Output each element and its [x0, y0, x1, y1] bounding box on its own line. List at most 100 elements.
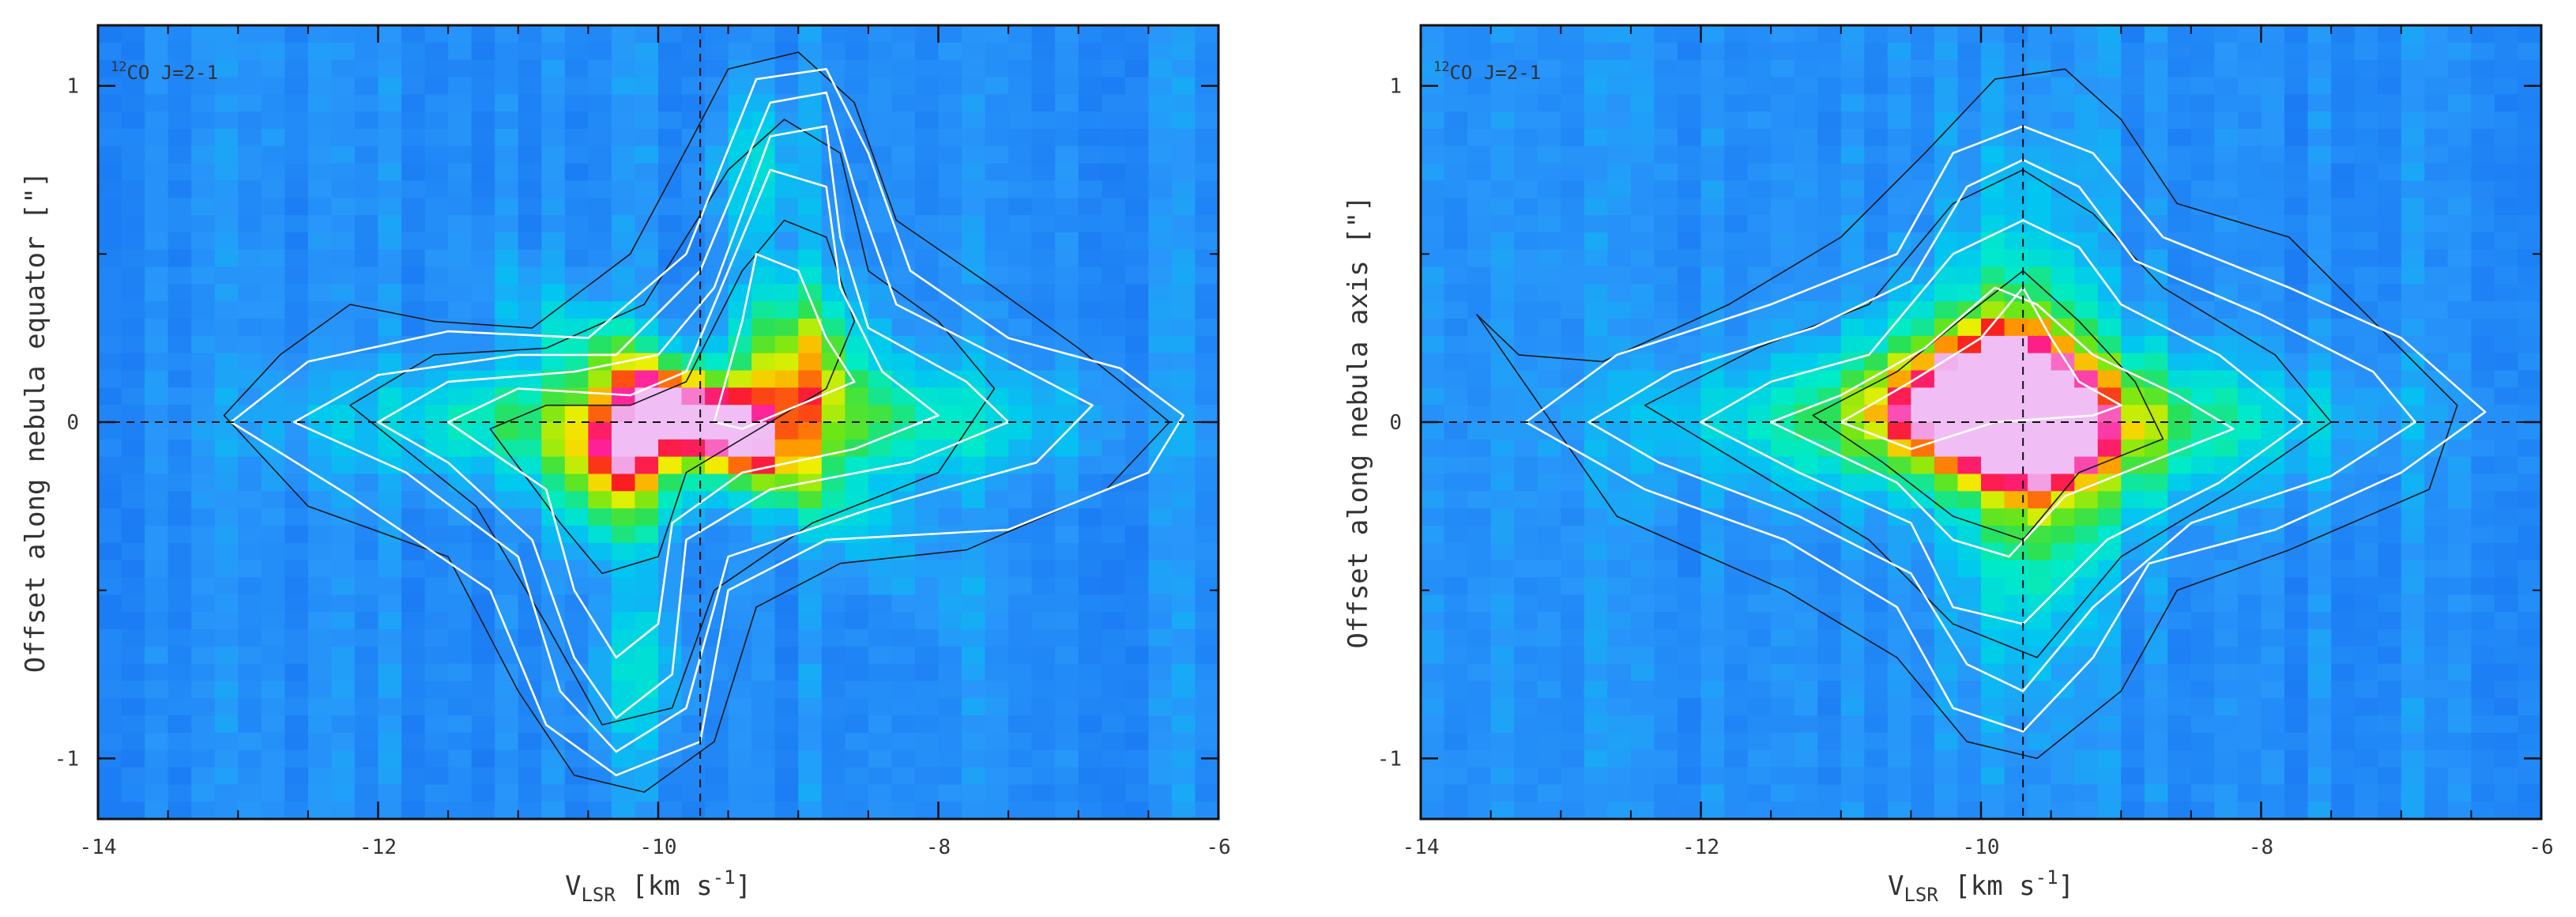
heatmap-cell: [2214, 802, 2239, 819]
heatmap-cell: [424, 249, 449, 268]
heatmap-cell: [168, 525, 192, 544]
heatmap-cell: [238, 681, 262, 699]
heatmap-cell: [635, 439, 659, 458]
heatmap-cell: [2097, 612, 2122, 630]
heatmap-cell: [1584, 577, 1608, 595]
heatmap-cell: [495, 249, 519, 268]
heatmap-cell: [635, 266, 659, 285]
heatmap-cell: [1934, 215, 1959, 233]
heatmap-cell: [588, 266, 612, 285]
heatmap-cell: [2284, 353, 2309, 372]
heatmap-cell: [728, 301, 752, 319]
heatmap-cell: [1700, 266, 1725, 285]
heatmap-cell: [798, 542, 823, 561]
heatmap-cell: [705, 198, 729, 216]
heatmap-cell: [588, 646, 612, 665]
heatmap-cell: [681, 198, 706, 216]
heatmap-cell: [307, 491, 333, 509]
heatmap-cell: [1078, 749, 1102, 768]
heatmap-cell: [821, 594, 845, 613]
heatmap-cell: [471, 301, 495, 319]
heatmap-cell: [798, 732, 823, 751]
x-tick-label: -10: [1963, 836, 2000, 859]
heatmap-cell: [401, 474, 426, 492]
heatmap-cell: [2028, 767, 2052, 785]
heatmap-cell: [168, 77, 192, 95]
heatmap-cell: [611, 301, 636, 319]
heatmap-cell: [1078, 111, 1102, 130]
heatmap-cell: [2518, 715, 2541, 734]
heatmap-cell: [705, 266, 729, 285]
heatmap-cell: [2237, 732, 2262, 751]
heatmap-cell: [284, 628, 309, 647]
heatmap-cell: [774, 767, 799, 785]
heatmap-cell: [938, 698, 962, 716]
heatmap-cell: [635, 180, 659, 198]
heatmap-cell: [401, 698, 426, 716]
heatmap-cell: [564, 335, 589, 354]
heatmap-cell: [845, 145, 869, 164]
heatmap-cell: [2447, 767, 2472, 785]
heatmap-cell: [2471, 542, 2495, 561]
heatmap-cell: [635, 749, 659, 768]
heatmap-cell: [1981, 767, 2005, 785]
heatmap-cell: [588, 128, 612, 147]
heatmap-cell: [2144, 59, 2168, 78]
heatmap-cell: [1102, 180, 1126, 198]
heatmap-cell: [191, 628, 216, 647]
heatmap-cell: [1957, 25, 1982, 43]
heatmap-cell: [1490, 784, 1515, 802]
heatmap-cell: [2331, 646, 2356, 665]
heatmap-cell: [774, 284, 799, 302]
heatmap-cell: [2494, 560, 2519, 579]
heatmap-cell: [1537, 319, 1561, 337]
heatmap-cell: [1444, 698, 1468, 716]
heatmap-cell: [1677, 508, 1702, 526]
heatmap-cell: [1171, 594, 1196, 613]
heatmap-cell: [1008, 456, 1033, 475]
heatmap-cell: [2237, 198, 2262, 216]
heatmap-cell: [1171, 560, 1196, 579]
heatmap-cell: [1981, 77, 2005, 95]
heatmap-cell: [424, 405, 449, 423]
heatmap-cell: [1700, 681, 1725, 699]
heatmap-cell: [1981, 180, 2005, 198]
heatmap-cell: [471, 25, 495, 43]
heatmap-cell: [868, 594, 893, 613]
heatmap-cell: [448, 525, 473, 544]
heatmap-cell: [1421, 715, 1445, 734]
heatmap-cell: [1630, 749, 1655, 768]
heatmap-cell: [261, 612, 285, 630]
heatmap-cell: [1055, 249, 1079, 268]
heatmap-cell: [2121, 59, 2145, 78]
heatmap-cell: [1794, 767, 1818, 785]
heatmap-cell: [2097, 319, 2122, 337]
heatmap-cell: [1747, 681, 1772, 699]
heatmap-cell: [2307, 42, 2332, 61]
heatmap-cell: [1887, 180, 1911, 198]
heatmap-cell: [1934, 663, 1959, 681]
heatmap-cell: [1771, 628, 1795, 647]
heatmap-cell: [1724, 732, 1749, 751]
heatmap-cell: [1934, 301, 1959, 319]
heatmap-cell: [2074, 767, 2099, 785]
heatmap-cell: [424, 594, 449, 613]
heatmap-cell: [238, 335, 262, 354]
heatmap-cell: [331, 301, 356, 319]
heatmap-cell: [2401, 128, 2425, 147]
heatmap-cell: [121, 145, 145, 164]
heatmap-cell: [1934, 456, 1959, 475]
heatmap-cell: [401, 542, 426, 561]
heatmap-cell: [191, 646, 216, 665]
heatmap-cell: [938, 387, 962, 406]
heatmap-cell: [1700, 560, 1725, 579]
heatmap-cell: [2237, 594, 2262, 613]
heatmap-cell: [1008, 77, 1033, 95]
heatmap-cell: [1817, 145, 1842, 164]
heatmap-cell: [1677, 42, 1702, 61]
heatmap-cell: [145, 111, 169, 130]
heatmap-cell: [821, 749, 845, 768]
heatmap-cell: [1171, 542, 1196, 561]
heatmap-cell: [891, 456, 916, 475]
heatmap-cell: [962, 491, 986, 509]
